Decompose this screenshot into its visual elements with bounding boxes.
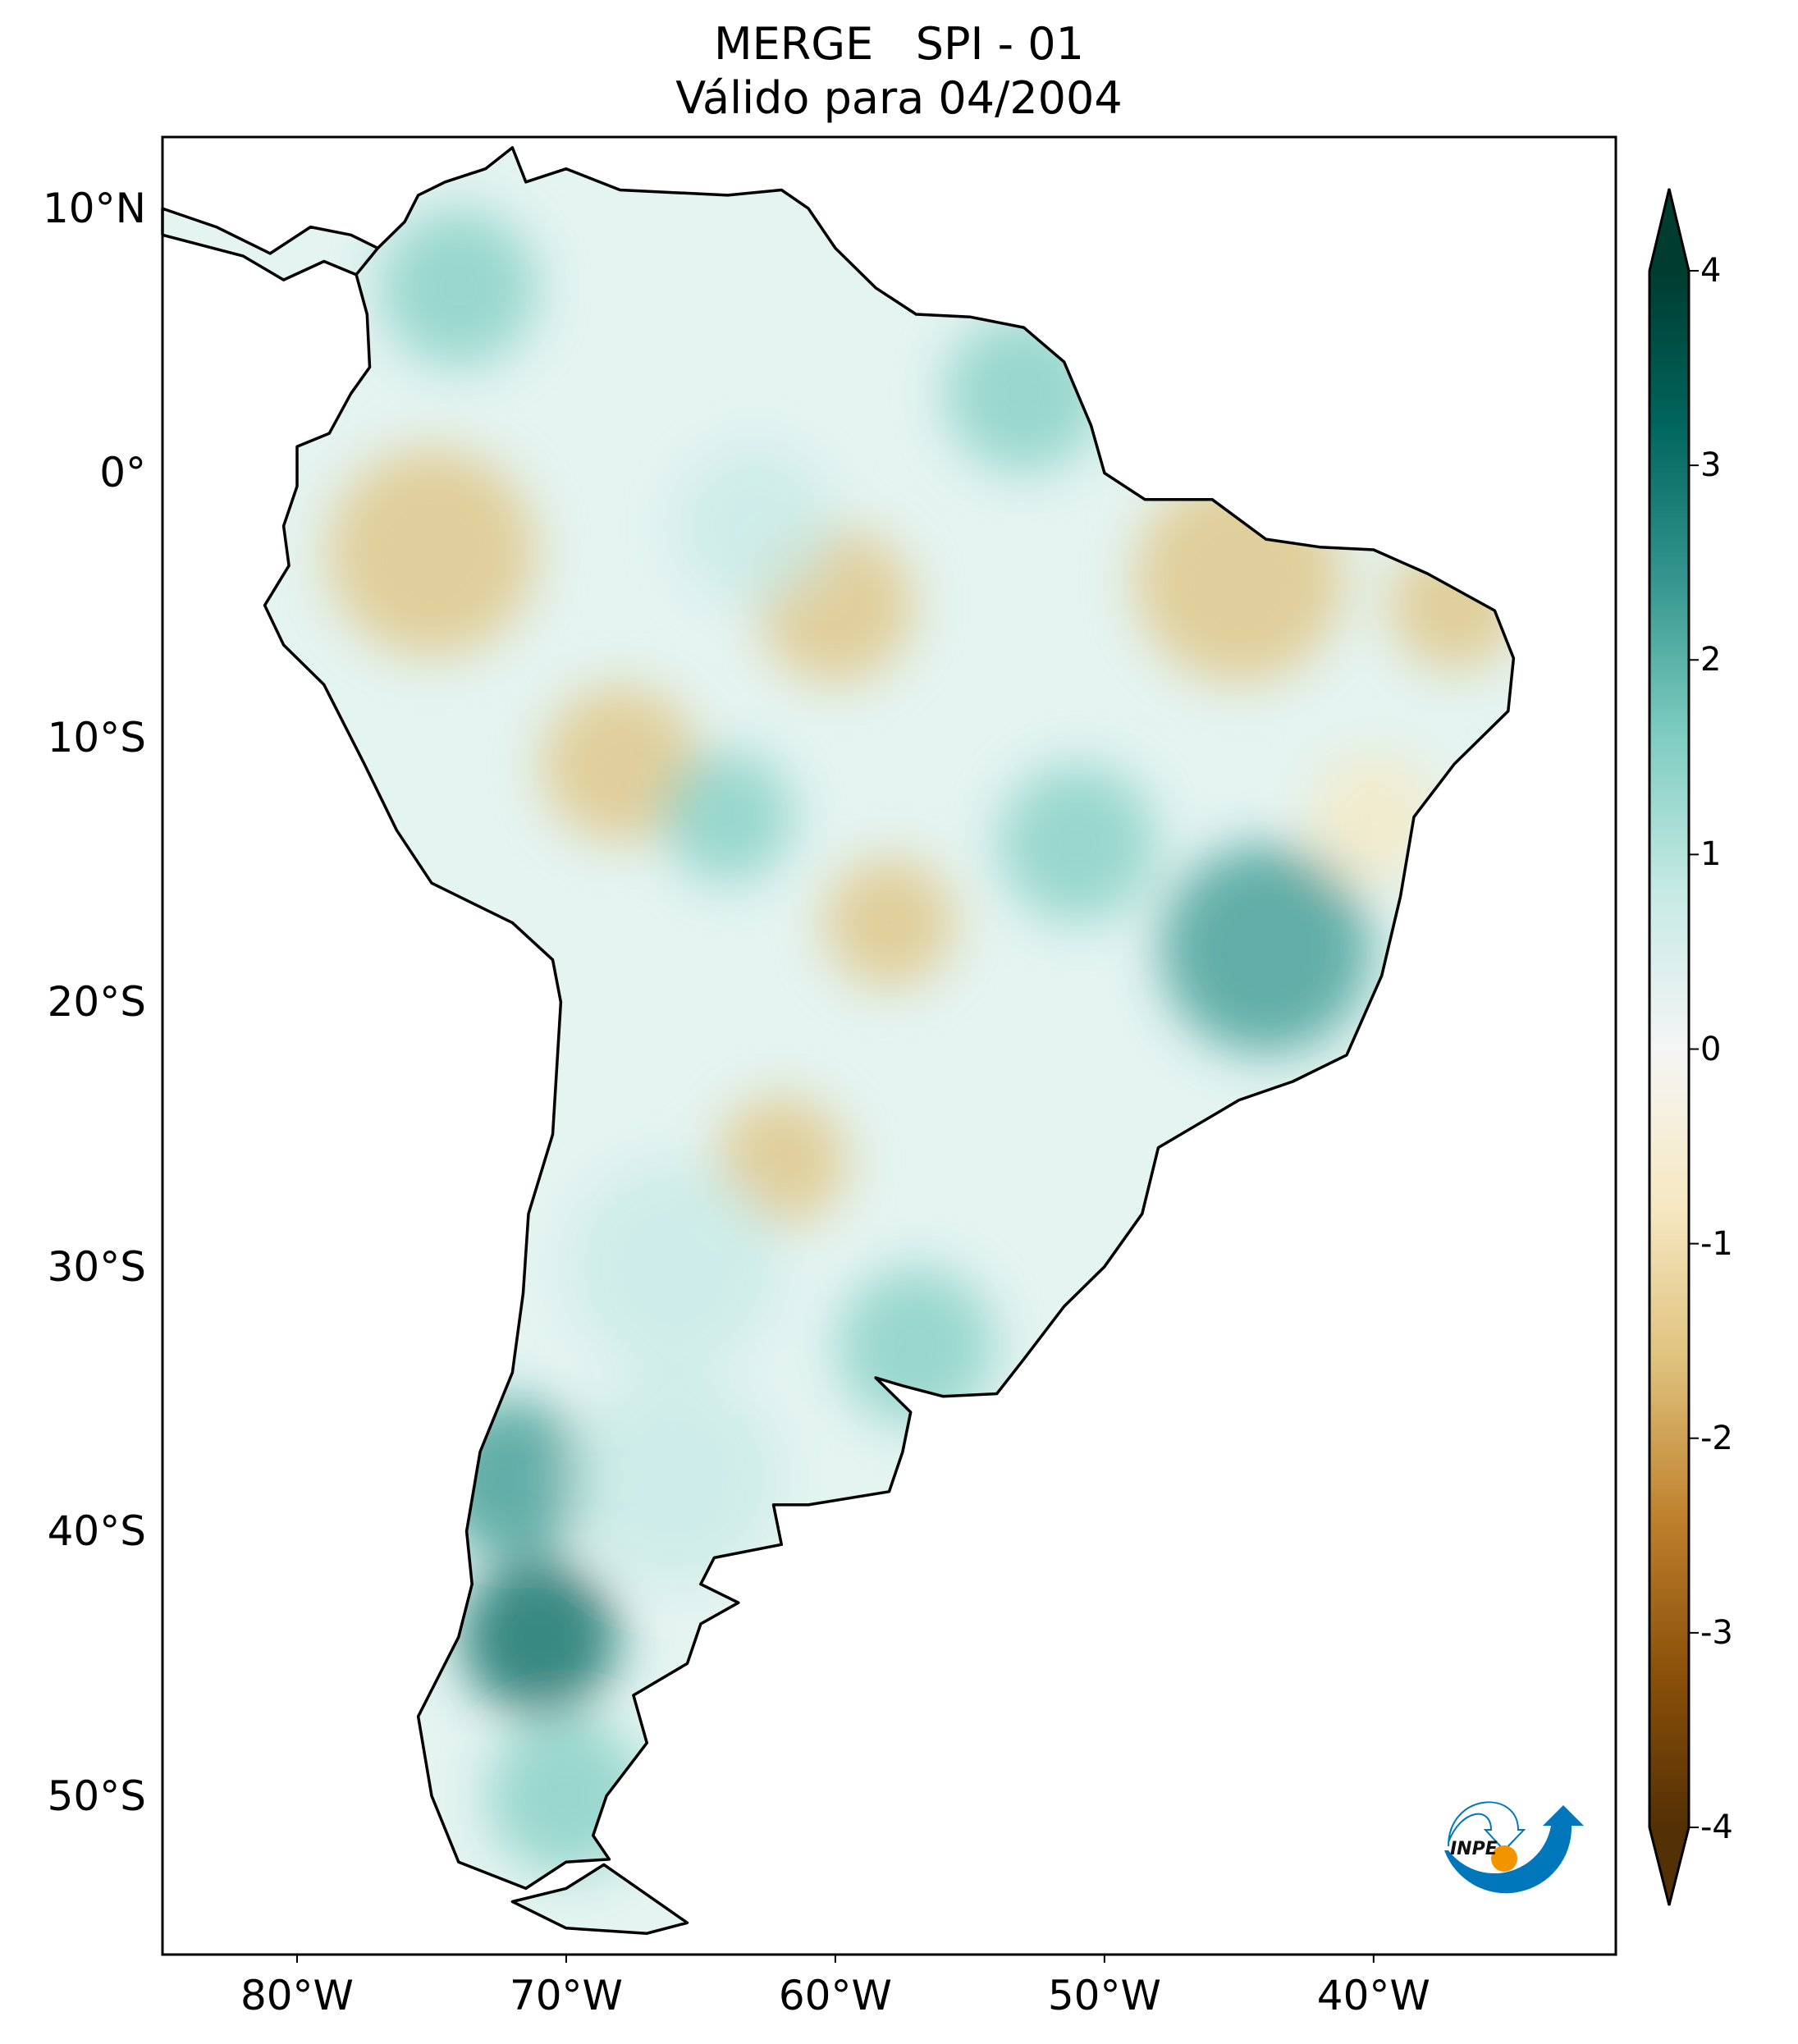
lat-tick-label: 0° [99,449,146,497]
anomaly-patch [837,1267,995,1425]
anomaly-patch [541,685,699,844]
colorbar-tick-label: 0 [1700,1030,1722,1068]
map-title: MERGE SPI - 01 [714,18,1084,70]
anomaly-patch [999,764,1157,922]
map-subtitle: Válido para 04/2004 [675,72,1123,124]
coastline [161,146,1516,1935]
lat-tick-label: 50°S [47,1772,146,1820]
lat-tick-label: 40°S [47,1507,146,1556]
colorbar-extend-max [1649,189,1689,271]
anomaly-patch [433,1399,592,1557]
land-fill [162,147,1514,1934]
anomaly-patch [1160,844,1371,1054]
lon-tick-label: 40°W [1316,1972,1430,2019]
colorbar-tick-label: -3 [1700,1613,1733,1652]
colorbar-tick-label: -4 [1700,1809,1733,1846]
colorbar [1648,188,1699,1906]
lon-tick-label: 50°W [1047,1972,1161,2019]
anomaly-patch [326,447,537,658]
anomaly-patch [569,1161,780,1372]
anomaly-patch [460,1558,619,1717]
colorbar-tick-label: 3 [1700,446,1722,485]
lon-tick-label: 70°W [509,1972,623,2019]
colorbar-gradient [1649,271,1689,1827]
lon-tick-label: 80°W [240,1972,354,2019]
svg-text:INPE: INPE [1450,1839,1498,1859]
lat-tick-label: 30°S [47,1242,146,1291]
colorbar-tick-label: 2 [1700,641,1722,679]
anomaly-patch [569,1373,780,1584]
colorbar-extend-min [1649,1827,1689,1905]
anomaly-patch [1389,539,1514,671]
lon-tick-label: 60°W [778,1972,892,2019]
anomaly-patch [1307,751,1439,883]
anomaly-patch [661,751,794,883]
anomaly-patch [675,446,834,605]
colorbar-tick-label: 1 [1700,835,1722,874]
inpe-logo: INPE [1444,1801,1584,1894]
colorbar-tick-label: 4 [1700,252,1722,290]
lat-tick-label: 20°S [47,978,146,1027]
map-frame [161,135,1617,1956]
anomaly-patch [487,1717,645,1875]
colorbar-tick-label: -2 [1700,1419,1733,1457]
anomaly-patch [1133,473,1344,684]
lat-tick-label: 10°S [47,713,146,761]
anomaly-patch [823,857,955,989]
anomaly-patch [379,208,538,367]
colorbar-tick-label: -1 [1700,1224,1733,1263]
lat-tick-label: 10°N [42,185,146,233]
